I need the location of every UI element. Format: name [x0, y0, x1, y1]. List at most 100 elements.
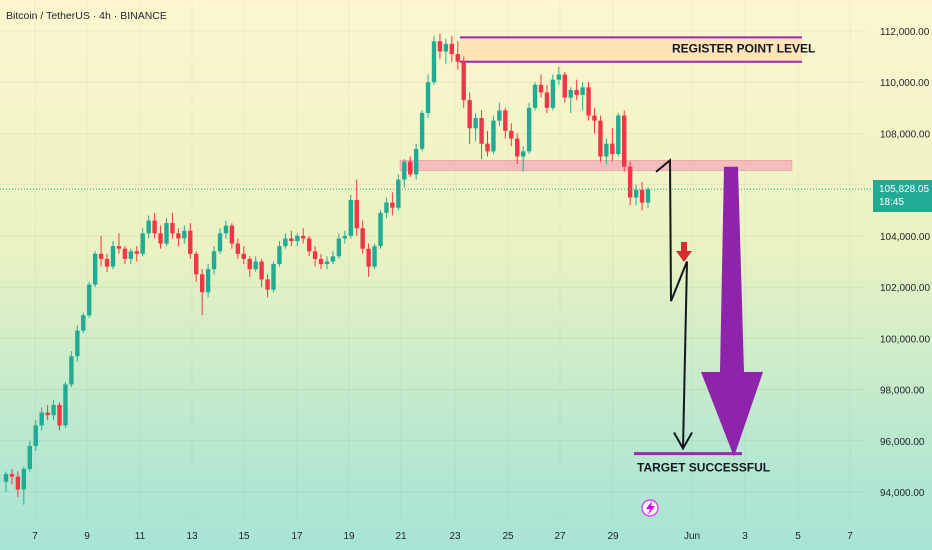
bearish-target-arrow	[701, 166, 763, 457]
bullish-candle	[63, 384, 68, 426]
bearish-candle	[176, 233, 181, 239]
bullish-candle	[3, 474, 9, 482]
lightning-icon-glyph	[646, 501, 655, 515]
bearish-candle	[265, 279, 270, 290]
bearish-candle	[509, 130, 514, 139]
bullish-candle	[39, 412, 44, 426]
bearish-candle	[134, 251, 139, 254]
bullish-candle	[491, 120, 496, 152]
y-axis-tick-label: 102,000.00	[880, 283, 930, 294]
y-axis-tick-label: 94,000.00	[880, 488, 925, 499]
bullish-candle	[277, 246, 282, 265]
bullish-candle	[92, 253, 98, 285]
y-axis-tick-label: 98,000.00	[880, 386, 925, 397]
bearish-candle	[598, 120, 603, 157]
bearish-candle	[639, 189, 645, 203]
x-axis-tick-label: Jun	[684, 531, 700, 542]
bearish-candle	[485, 143, 490, 152]
x-axis-tick-label: 9	[84, 531, 90, 542]
bearish-candle	[306, 238, 312, 252]
x-axis-tick-label: 25	[502, 531, 514, 542]
bullish-candle	[182, 230, 187, 239]
bearish-candle	[318, 258, 324, 265]
bullish-candle	[253, 261, 258, 270]
bullish-candle	[419, 112, 425, 149]
bullish-candle	[348, 200, 353, 236]
bearish-candle	[301, 235, 306, 239]
down-arrow-marker	[676, 242, 692, 262]
bearish-candle	[247, 258, 252, 270]
bullish-candle	[324, 261, 330, 265]
x-axis-tick-label: 27	[554, 531, 566, 542]
bearish-candle	[610, 143, 615, 154]
bearish-candle	[229, 225, 235, 244]
bullish-candle	[532, 84, 538, 108]
bullish-candle	[27, 445, 32, 469]
bearish-candle	[9, 474, 15, 477]
bearish-candle	[259, 261, 264, 280]
bullish-candle	[295, 235, 300, 242]
bullish-candle	[271, 264, 276, 290]
bullish-candle	[372, 246, 377, 267]
symbol-title: Bitcoin / TetherUS · 4h · BINANCE	[6, 10, 167, 22]
x-axis-tick-label: 7	[32, 531, 38, 542]
bearish-candle	[158, 233, 163, 244]
bearish-candle	[503, 110, 508, 131]
bearish-candle	[627, 166, 633, 198]
bullish-candle	[645, 189, 651, 203]
bearish-candle	[199, 274, 205, 293]
bearish-candle	[562, 74, 567, 98]
bearish-candle	[289, 238, 294, 242]
bearish-candle	[592, 115, 597, 121]
bullish-candle	[633, 189, 639, 198]
bearish-candle	[574, 89, 579, 96]
bullish-candle	[342, 235, 348, 239]
bullish-candle	[140, 233, 145, 254]
bearish-candle	[390, 202, 395, 208]
bearish-candle	[170, 223, 175, 234]
x-axis-tick-label: 19	[343, 531, 355, 542]
x-axis-tick-label: 23	[449, 531, 461, 542]
bearish-candle	[622, 115, 627, 167]
bullish-candle	[69, 356, 74, 385]
bullish-candle	[443, 43, 449, 52]
bullish-candle	[211, 251, 217, 270]
bearish-candle	[515, 138, 520, 157]
last-price-value: 105,828.05	[879, 184, 930, 195]
bearish-candle	[241, 253, 246, 259]
bearish-candle	[235, 243, 241, 254]
bearish-candle	[449, 43, 455, 55]
bearish-candle	[98, 253, 104, 259]
bearish-candle	[15, 476, 21, 490]
bullish-candle	[384, 202, 389, 213]
bullish-candle	[75, 330, 80, 357]
bullish-candle	[81, 315, 86, 331]
bullish-candle	[51, 404, 56, 416]
bearish-candle	[538, 84, 544, 93]
y-axis-tick-label: 108,000.00	[880, 129, 930, 140]
bullish-candle	[604, 143, 609, 157]
bullish-candle	[431, 41, 437, 83]
x-axis-tick-label: 5	[795, 531, 801, 542]
bullish-candle	[526, 107, 532, 152]
resistance-zone	[399, 160, 793, 171]
bearish-candle	[360, 228, 365, 249]
bearish-candle	[467, 100, 472, 129]
bearish-candle	[104, 258, 110, 267]
x-axis-tick-label: 3	[742, 531, 748, 542]
bullish-candle	[87, 284, 92, 316]
y-axis-tick-label: 104,000.00	[880, 232, 930, 243]
bullish-candle	[396, 179, 401, 208]
bearish-candle	[194, 253, 199, 275]
bullish-candle	[425, 82, 431, 113]
target-successful-label: TARGET SUCCESSFUL	[637, 461, 770, 475]
bullish-candle	[550, 79, 556, 108]
bearish-candle	[57, 404, 62, 426]
bearish-candle	[461, 61, 466, 101]
bullish-candle	[497, 110, 502, 121]
bar-countdown: 18:45	[879, 197, 905, 208]
register-zone	[460, 37, 802, 62]
bullish-candle	[21, 468, 27, 490]
